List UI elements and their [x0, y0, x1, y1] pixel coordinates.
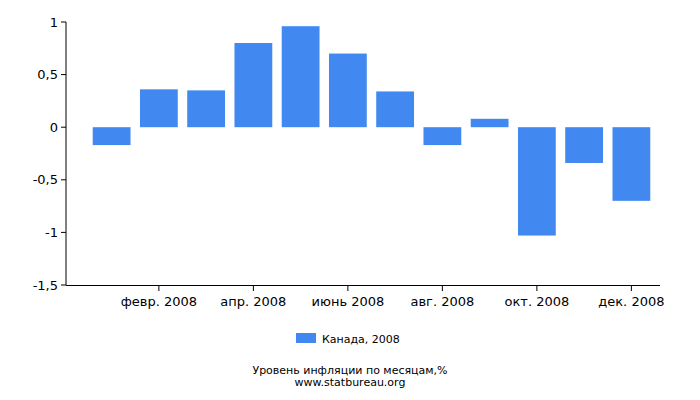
- bar: [376, 91, 414, 127]
- x-tick: [442, 285, 443, 291]
- bar: [187, 90, 225, 127]
- y-tick: [61, 232, 66, 233]
- x-tick: [158, 285, 159, 291]
- x-tick-label: окт. 2008: [505, 294, 570, 309]
- bar: [140, 89, 178, 127]
- subtitle: www.statbureau.org: [295, 376, 406, 389]
- bar: [518, 127, 556, 235]
- y-tick-label: 1: [50, 15, 58, 30]
- x-tick-label: февр. 2008: [121, 294, 197, 309]
- y-tick-label: -0,5: [33, 172, 58, 187]
- x-tick: [347, 285, 348, 291]
- y-tick: [61, 127, 66, 128]
- y-tick-label: -1: [45, 225, 58, 240]
- y-tick: [61, 179, 66, 180]
- x-tick-label: апр. 2008: [220, 294, 286, 309]
- y-tick-label: 0: [50, 120, 58, 135]
- x-tick-label: июнь 2008: [311, 294, 384, 309]
- bar: [565, 127, 603, 163]
- y-tick: [61, 22, 66, 23]
- bar: [423, 127, 461, 145]
- x-tick-label: дек. 2008: [598, 294, 664, 309]
- y-tick-label: 0,5: [37, 67, 58, 82]
- y-axis: [66, 22, 67, 285]
- x-tick-label: авг. 2008: [410, 294, 474, 309]
- bar: [93, 127, 131, 145]
- y-tick-label: -1,5: [33, 278, 58, 293]
- y-tick: [61, 285, 66, 286]
- legend-swatch: [296, 333, 316, 343]
- x-tick: [253, 285, 254, 291]
- y-tick: [61, 74, 66, 75]
- x-tick: [536, 285, 537, 291]
- legend-label: Канада, 2008: [322, 333, 400, 346]
- bar: [282, 26, 320, 127]
- x-axis: [66, 285, 660, 286]
- bar: [329, 54, 367, 128]
- bar: [612, 127, 650, 201]
- chart: -1,5 -1 -0,5 0 0,5 1 февр. 2008 апр. 2008 июнь 2…: [0, 0, 700, 400]
- bar: [234, 43, 272, 127]
- bars: [93, 26, 651, 235]
- x-tick: [631, 285, 632, 291]
- bar: [471, 119, 509, 127]
